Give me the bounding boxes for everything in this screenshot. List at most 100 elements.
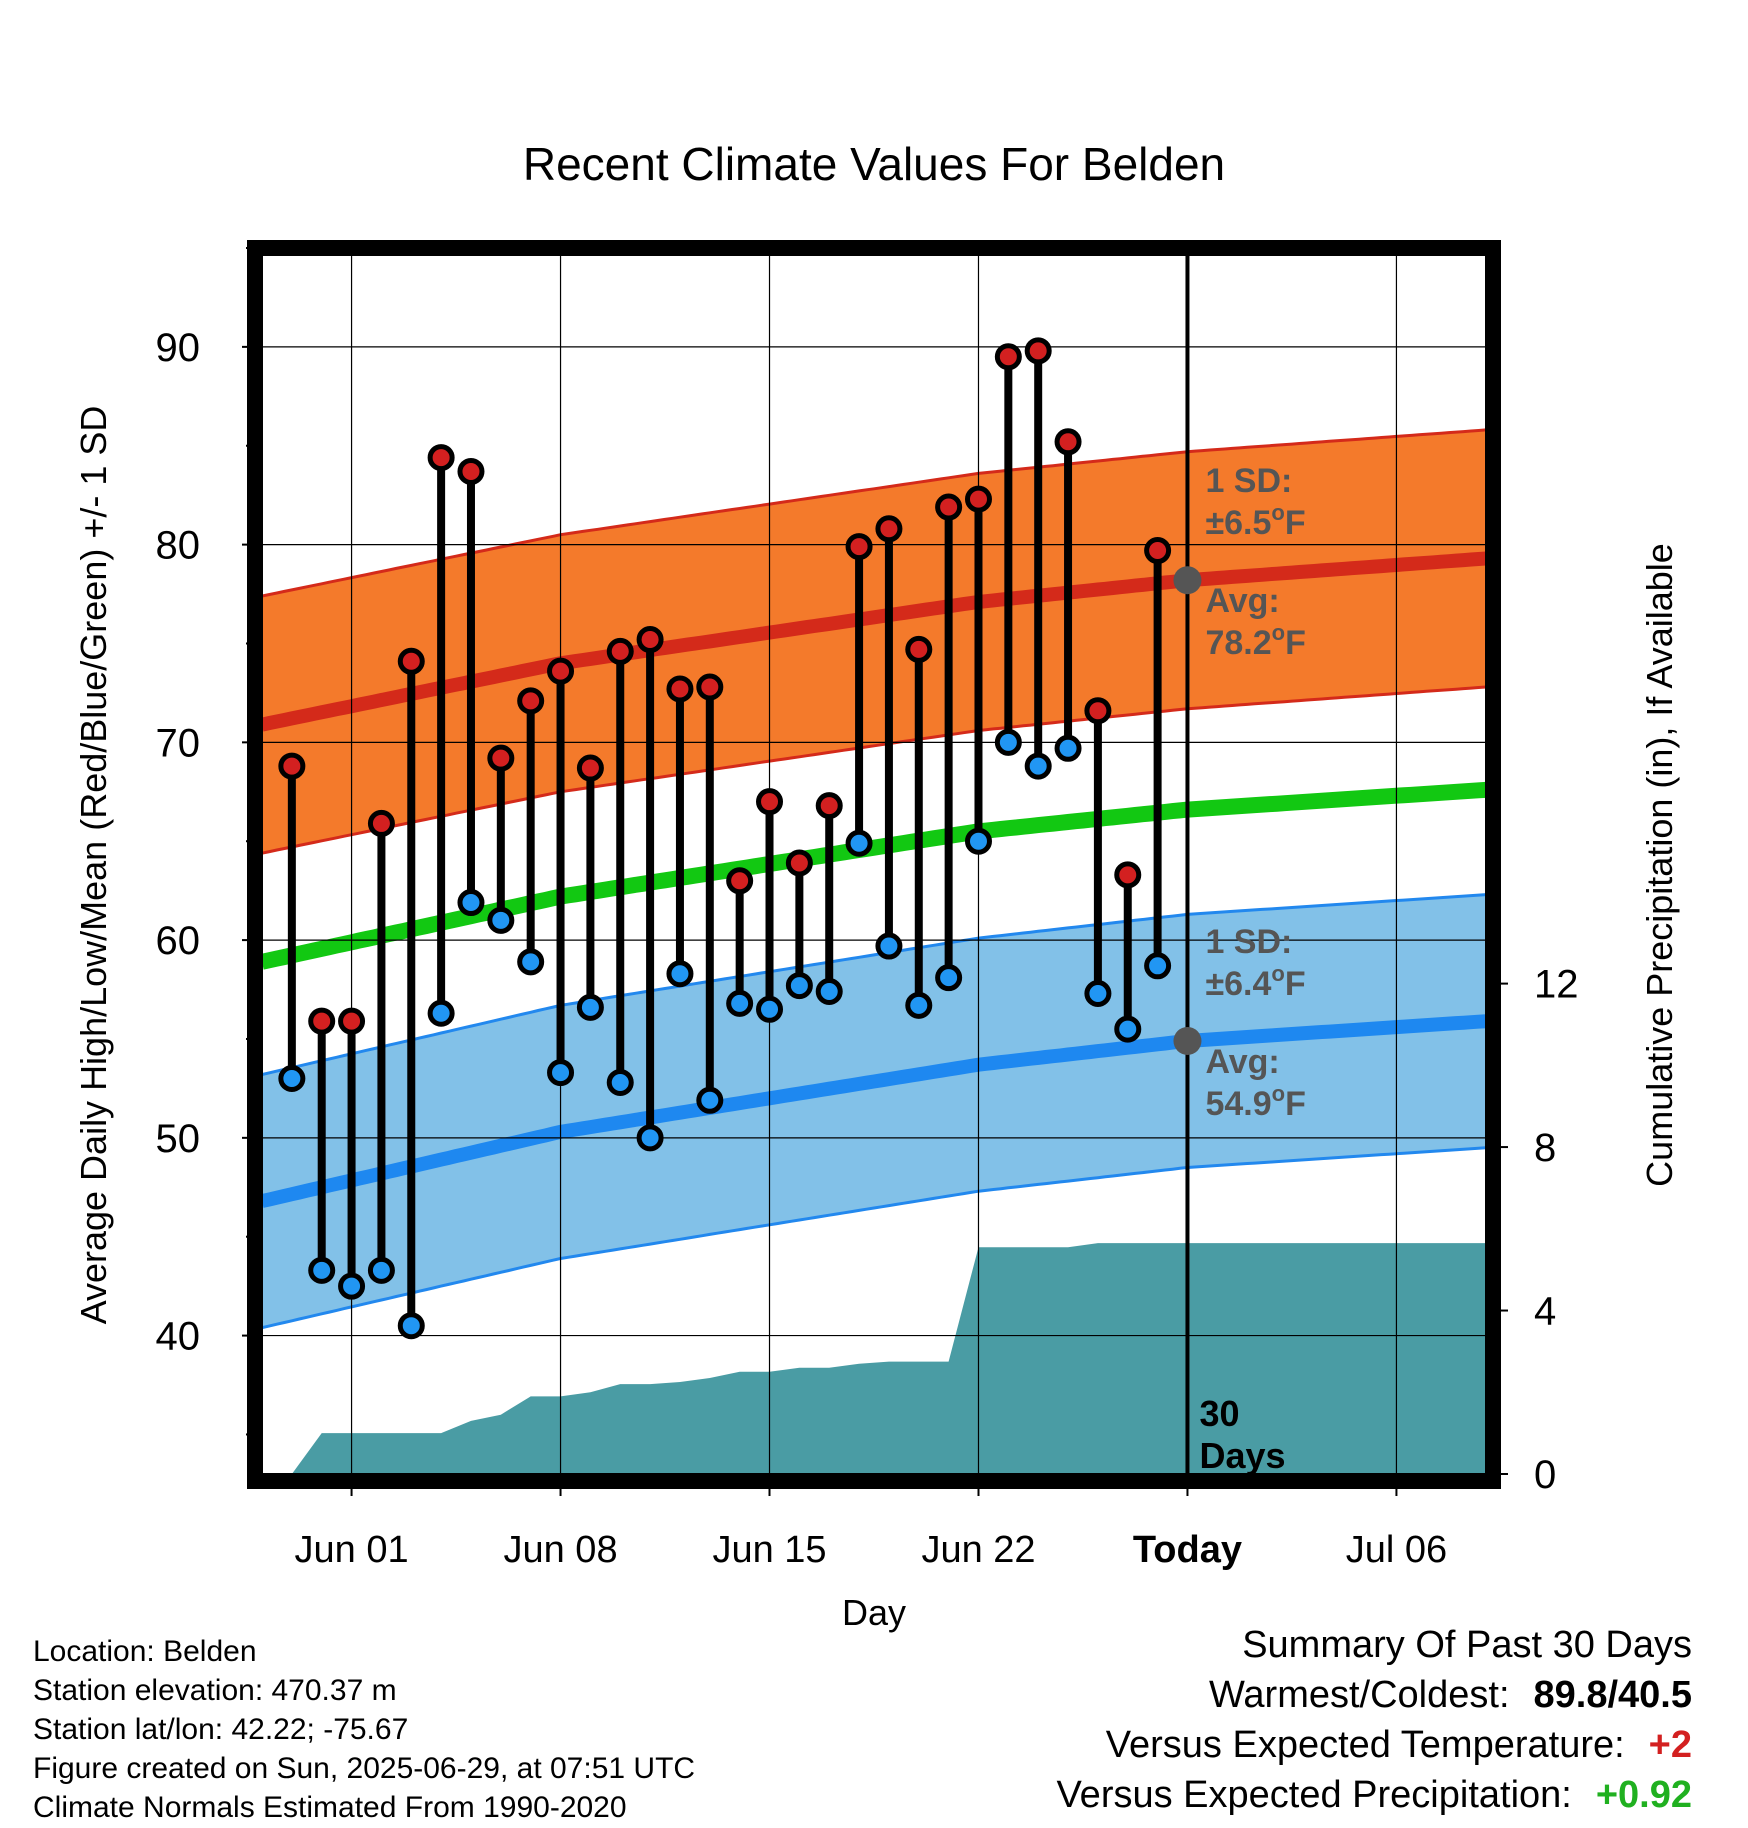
low-sd-lower-edge xyxy=(262,1146,1486,1330)
normals-text: Climate Normals Estimated From 1990-2020 xyxy=(33,1791,627,1824)
daily-low-point xyxy=(1024,752,1052,780)
y2-tick-label: 4 xyxy=(1534,1290,1556,1334)
precipitation-label: Versus Expected Precipitation: xyxy=(1056,1774,1572,1816)
y2-tick-label: 12 xyxy=(1534,963,1579,1007)
y2-tick-label: 0 xyxy=(1534,1453,1556,1497)
daily-low-point xyxy=(845,829,873,857)
precipitation-value: +0.92 xyxy=(1595,1774,1692,1816)
high-sd-label: 1 SD: xyxy=(1205,462,1292,500)
daily-low-point xyxy=(935,964,963,992)
daily-low-point xyxy=(785,972,813,1000)
y-tick-label: 60 xyxy=(156,919,201,963)
daily-high-point xyxy=(696,673,724,701)
mean-average-line xyxy=(262,781,1486,970)
daily-low-point xyxy=(1114,1015,1142,1043)
low-sd-value: ±6.4oF xyxy=(1205,961,1305,1003)
daily-high-point xyxy=(935,493,963,521)
x-tick-label: Today xyxy=(1133,1529,1242,1571)
low-avg-label: Avg: xyxy=(1205,1043,1279,1081)
location-text: Location: Belden xyxy=(33,1635,257,1668)
daily-high-point xyxy=(815,792,843,820)
y-tick-label: 40 xyxy=(156,1315,201,1359)
summary-warmest-coldest-row: Warmest/Coldest: 89.8/40.5 xyxy=(1056,1670,1692,1720)
daily-low-point xyxy=(696,1086,724,1114)
daily-low-point xyxy=(1144,952,1172,980)
latlon-text: Station lat/lon: 42.22; -75.67 xyxy=(33,1713,409,1746)
x-tick-label: Jun 01 xyxy=(295,1529,409,1571)
window-label: 30 xyxy=(1199,1393,1239,1434)
daily-high-point xyxy=(338,1007,366,1035)
daily-high-point xyxy=(606,637,634,665)
daily-low-point xyxy=(308,1256,336,1284)
daily-low-point xyxy=(547,1059,575,1087)
daily-low-point xyxy=(815,978,843,1006)
daily-high-point xyxy=(845,533,873,561)
daily-low-point xyxy=(457,889,485,917)
daily-low-point xyxy=(427,999,455,1027)
summary-temperature-row: Versus Expected Temperature: +2 xyxy=(1056,1720,1692,1770)
y-axis-label: Average Daily High/Low/Mean (Red/Blue/Gr… xyxy=(73,406,114,1325)
daily-low-point xyxy=(875,932,903,960)
high-avg-value: 78.2oF xyxy=(1205,620,1305,662)
daily-high-point xyxy=(1114,861,1142,889)
warmest-coldest-label: Warmest/Coldest: xyxy=(1208,1674,1510,1716)
temperature-label: Versus Expected Temperature: xyxy=(1105,1724,1625,1766)
x-tick-label: Jun 15 xyxy=(712,1529,826,1571)
daily-high-point xyxy=(278,752,306,780)
daily-low-point xyxy=(367,1256,395,1284)
daily-high-point xyxy=(487,744,515,772)
low-avg-value: 54.9oF xyxy=(1205,1081,1305,1123)
daily-high-point xyxy=(636,626,664,654)
low-average-line xyxy=(262,1014,1486,1208)
low-sd-upper-edge xyxy=(262,893,1486,1077)
low-average-marker xyxy=(1173,1026,1202,1055)
daily-low-point xyxy=(606,1068,634,1096)
daily-high-point xyxy=(457,457,485,485)
daily-high-point xyxy=(875,515,903,543)
y2-axis-label: Cumulative Precipitation (in), If Availa… xyxy=(1639,543,1680,1187)
high-avg-label: Avg: xyxy=(1205,582,1279,620)
low-sd-label: 1 SD: xyxy=(1205,923,1292,961)
window-label: Days xyxy=(1199,1435,1285,1476)
low-sd-band xyxy=(262,894,1486,1328)
daily-low-point xyxy=(964,827,992,855)
daily-low-point xyxy=(487,906,515,934)
daily-high-point xyxy=(785,849,813,877)
daily-high-point xyxy=(1054,428,1082,456)
daily-high-point xyxy=(367,809,395,837)
daily-low-point xyxy=(517,948,545,976)
daily-low-point xyxy=(905,991,933,1019)
x-axis-label: Day xyxy=(842,1592,906,1633)
daily-low-point xyxy=(756,995,784,1023)
daily-high-point xyxy=(756,788,784,816)
daily-low-point xyxy=(338,1272,366,1300)
plot-frame xyxy=(247,240,1501,1489)
daily-high-point xyxy=(905,635,933,663)
daily-high-point xyxy=(1144,537,1172,565)
daily-high-point xyxy=(994,343,1022,371)
daily-high-point xyxy=(308,1007,336,1035)
daily-low-point xyxy=(576,993,604,1021)
x-tick-label: Jun 22 xyxy=(921,1529,1035,1571)
summary-precipitation-row: Versus Expected Precipitation: +0.92 xyxy=(1056,1770,1692,1820)
high-sd-upper-edge xyxy=(262,428,1486,598)
daily-low-point xyxy=(636,1124,664,1152)
high-sd-value: ±6.5oF xyxy=(1205,500,1305,542)
x-tick-label: Jul 06 xyxy=(1346,1529,1447,1571)
y-tick-label: 90 xyxy=(156,326,201,370)
high-average-line xyxy=(262,551,1486,732)
y-tick-label: 80 xyxy=(156,524,201,568)
high-sd-lower-edge xyxy=(262,685,1486,855)
high-sd-band xyxy=(262,429,1486,854)
daily-low-point xyxy=(1054,734,1082,762)
daily-high-point xyxy=(964,485,992,513)
daily-high-point xyxy=(1024,337,1052,365)
summary-panel: Summary Of Past 30 Days Warmest/Coldest:… xyxy=(1056,1620,1692,1820)
daily-high-point xyxy=(576,754,604,782)
y-tick-label: 70 xyxy=(156,721,201,765)
warmest-coldest-value: 89.8/40.5 xyxy=(1533,1674,1692,1716)
daily-low-point xyxy=(666,960,694,988)
summary-title: Summary Of Past 30 Days xyxy=(1242,1624,1692,1666)
x-tick-label: Jun 08 xyxy=(503,1529,617,1571)
